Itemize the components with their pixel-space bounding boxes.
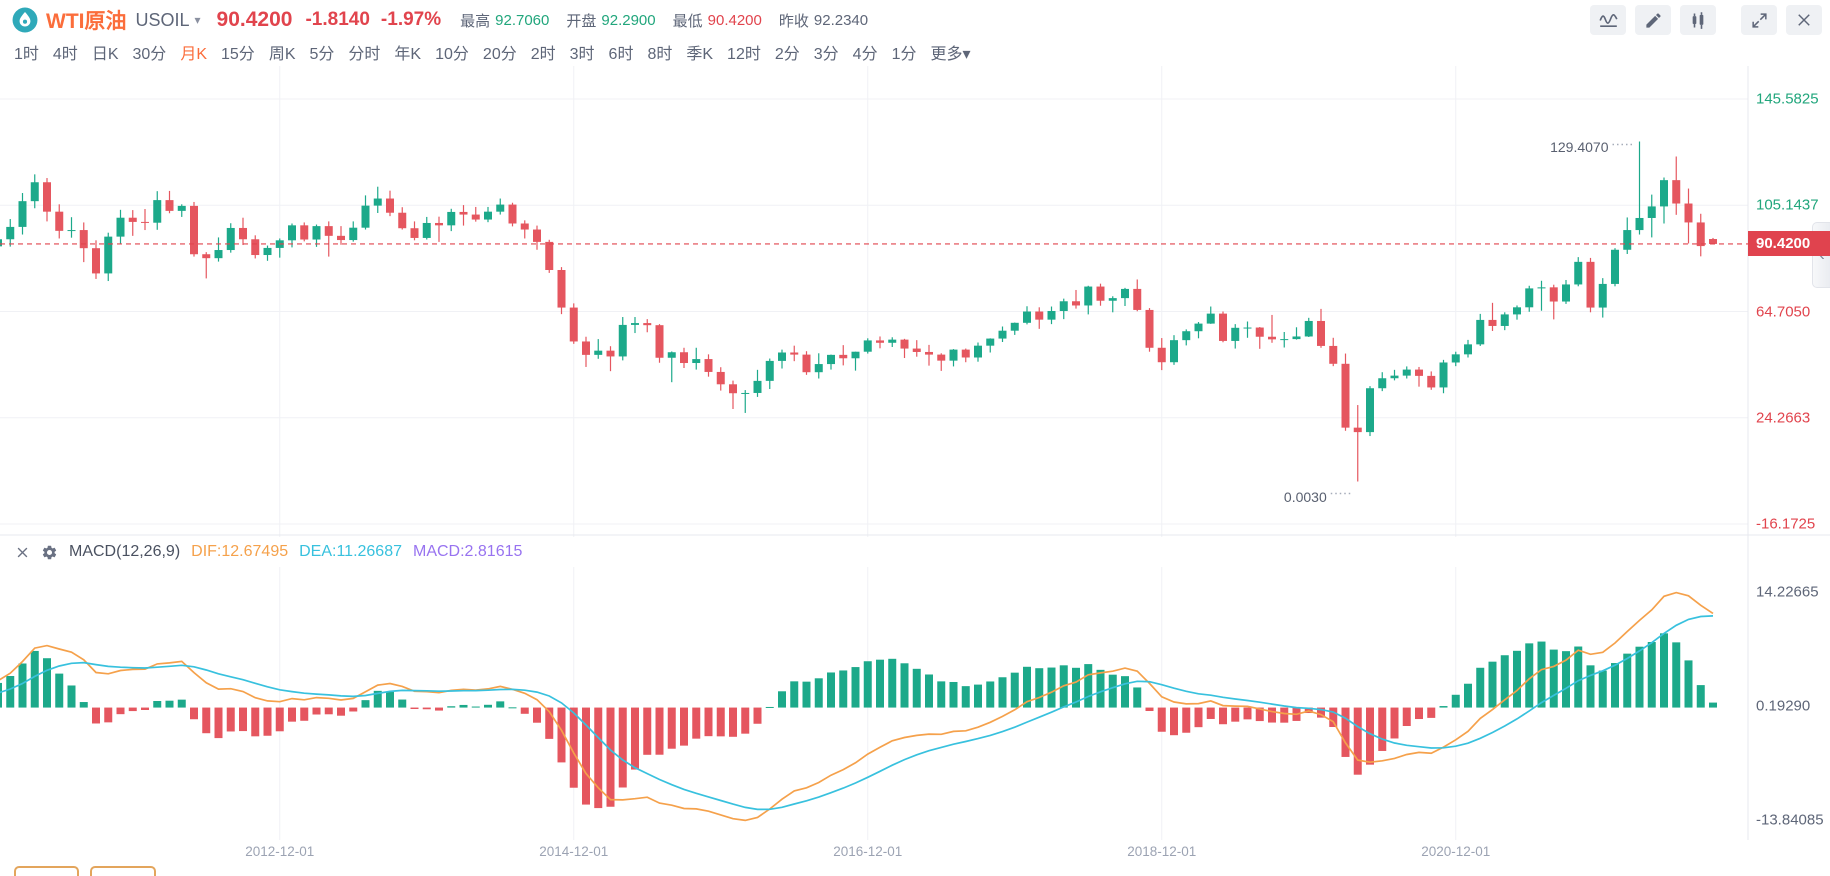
current-price-badge: 90.4200 — [1748, 231, 1830, 257]
chart-toolbar — [1590, 5, 1822, 35]
indicator-macd-value: MACD:2.81615 — [413, 543, 523, 560]
indicator-settings-button[interactable] — [41, 544, 58, 561]
indicator-dif-value: DIF:12.67495 — [191, 543, 289, 560]
quote-stat: 最低 90.4200 — [673, 10, 762, 31]
timeframe-tab-3分[interactable]: 3分 — [813, 46, 839, 63]
draw-button[interactable] — [1635, 5, 1671, 35]
timeframe-tab-6时[interactable]: 6时 — [608, 46, 634, 63]
line-chart-icon — [1598, 13, 1618, 27]
price-axis-label: -16.1725 — [1756, 515, 1816, 533]
last-price: 90.4200 — [216, 8, 293, 31]
timeframe-tab-3时[interactable]: 3时 — [569, 46, 595, 63]
timeframe-tab-季K[interactable]: 季K — [686, 46, 714, 63]
quote-header: WTI原油 USOIL ▾ 90.4200 -1.8140 -1.97% 最高 9… — [0, 0, 1830, 40]
stat-label: 开盘 — [566, 12, 597, 30]
line-chart-button[interactable] — [1590, 5, 1626, 35]
timeframe-tab-年K[interactable]: 年K — [394, 46, 422, 63]
timeframe-more-menu[interactable]: 更多▾ — [930, 46, 971, 63]
close-icon — [1798, 14, 1810, 26]
symbol-code[interactable]: USOIL — [135, 9, 190, 30]
price-axis-label: 145.5825 — [1756, 90, 1819, 108]
price-axis-label: 24.2663 — [1756, 409, 1811, 427]
indicator-header: MACD(12,26,9) DIF:12.67495 DEA:11.26687 … — [0, 537, 1740, 567]
timeframe-tab-月K[interactable]: 月K — [180, 46, 207, 63]
date-axis-label: 2020-12-01 — [1421, 844, 1491, 859]
timeframe-tab-1分[interactable]: 1分 — [891, 46, 917, 63]
timeframe-tab-2分[interactable]: 2分 — [774, 46, 800, 63]
macd-axis-label: -13.84085 — [1756, 811, 1824, 829]
timeframe-tab-5分[interactable]: 5分 — [309, 46, 335, 63]
oil-symbol-logo-icon — [12, 7, 38, 33]
stat-value: 92.7060 — [495, 11, 550, 29]
date-axis-label: 2014-12-01 — [539, 844, 609, 859]
low-price-annotation: 0.0030 — [1283, 488, 1327, 505]
timeframe-tab-15分[interactable]: 15分 — [221, 46, 255, 63]
candle-style-button[interactable] — [1680, 5, 1716, 35]
price-change-pct: -1.97% — [380, 9, 442, 30]
stat-label: 最低 — [672, 12, 703, 30]
timeframe-tab-周K[interactable]: 周K — [268, 46, 296, 63]
stat-label: 最高 — [460, 12, 491, 30]
price-change: -1.8140 — [305, 9, 370, 30]
quote-stat: 昨收 92.2340 — [779, 10, 868, 31]
footer-button-1[interactable] — [14, 866, 79, 876]
stat-value: 90.4200 — [707, 11, 762, 29]
price-axis-label: 64.7050 — [1756, 303, 1811, 320]
expand-icon — [1751, 12, 1767, 28]
footer-button-2[interactable] — [90, 866, 156, 876]
quote-stat: 最高 92.7060 — [460, 10, 549, 31]
timeframe-tab-20分[interactable]: 20分 — [482, 46, 517, 63]
indicator-name: MACD(12,26,9) — [69, 543, 181, 560]
timeframe-tab-30分[interactable]: 30分 — [132, 46, 167, 63]
timeframe-tab-4分[interactable]: 4分 — [852, 46, 878, 63]
symbol-dropdown-caret[interactable]: ▾ — [194, 13, 201, 27]
date-axis-label: 2016-12-01 — [833, 844, 903, 859]
timeframe-tab-1时[interactable]: 1时 — [14, 46, 39, 63]
stat-label: 昨收 — [778, 12, 809, 30]
timeframe-tab-2时[interactable]: 2时 — [530, 46, 556, 63]
fullscreen-button[interactable] — [1741, 5, 1777, 35]
timeframe-tab-8时[interactable]: 8时 — [647, 46, 673, 63]
close-chart-button[interactable] — [1786, 5, 1822, 35]
high-price-annotation: 129.4070 — [1550, 138, 1609, 155]
date-axis-label: 2018-12-01 — [1127, 844, 1197, 859]
price-axis-label: 105.1437 — [1756, 196, 1819, 214]
candles-icon — [1692, 11, 1704, 29]
timeframe-tab-日K[interactable]: 日K — [91, 46, 119, 63]
pencil-icon — [1645, 12, 1661, 28]
date-axis-label: 2012-12-01 — [245, 844, 315, 859]
quote-stats: 最高 92.7060 开盘 92.2900 最低 90.4200 昨收 92.2340 — [460, 10, 868, 31]
close-icon — [17, 547, 28, 557]
macd-axis-label: 14.22665 — [1756, 583, 1819, 601]
stat-value: 92.2340 — [813, 11, 869, 29]
quote-stat: 开盘 92.2900 — [566, 10, 655, 31]
timeframe-tab-分时[interactable]: 分时 — [348, 46, 381, 63]
macd-axis-label: 0.19290 — [1756, 697, 1811, 715]
indicator-close-button[interactable] — [15, 545, 30, 560]
timeframe-tabs: 1时 4时 日K 30分 月K 15分 周K 5分 分时 年K 10分 20分 2时 3时 6时 8时 季K 12… — [0, 38, 1830, 66]
timeframe-tab-12时[interactable]: 12时 — [727, 46, 761, 63]
gear-icon — [42, 545, 57, 559]
stat-value: 92.2900 — [601, 11, 656, 29]
symbol-name[interactable]: WTI原油 — [46, 10, 127, 33]
timeframe-tab-4时[interactable]: 4时 — [52, 46, 78, 63]
timeframe-tab-10分[interactable]: 10分 — [435, 46, 469, 63]
indicator-dea-value: DEA:11.26687 — [299, 543, 402, 560]
